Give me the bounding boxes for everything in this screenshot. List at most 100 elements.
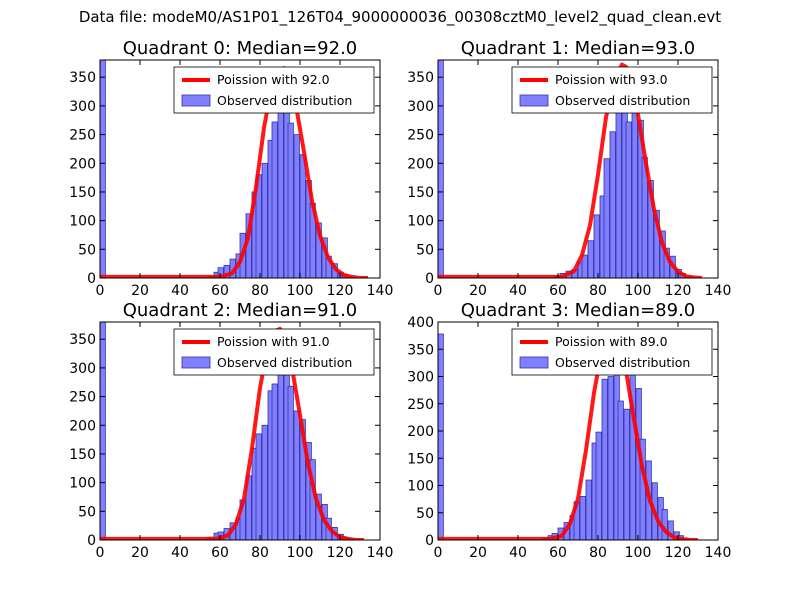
x-tick-label: 20 [131,545,149,561]
y-tick-label: 150 [69,185,96,201]
quadrant-3-legend: Poission with 89.0 Observed distribution [511,328,713,376]
axes-frame [437,59,719,279]
quadrant-2-panel: Quadrant 2: Median=91.0 0 20 40 60 80 100 120 14… [69,300,393,561]
quadrant-0-legend: Poission with 92.0 Observed distribution [173,66,375,114]
y-tick-label: 0 [425,533,434,549]
x-tick-label: 60 [211,545,229,561]
x-tick-label: 140 [705,545,732,561]
y-tick-label: 200 [407,156,434,172]
x-tick-label: 80 [251,283,269,299]
y-tick-label: 50 [78,504,96,520]
histogram-bar [287,385,294,540]
histogram-bar [615,112,622,278]
histogram-bar [653,209,660,278]
x-tick-label: 20 [469,283,487,299]
legend-poisson-label: Poission with 93.0 [555,72,668,87]
x-tick-label: 60 [549,283,567,299]
x-tick-label: 100 [287,283,314,299]
axes-frame [99,321,381,541]
x-tick-label: 0 [96,545,105,561]
histogram-bar [593,214,600,278]
histogram-bar [585,479,592,540]
histogram-bar [438,60,444,278]
legend-bar-swatch [519,356,549,369]
y-tick-label: 50 [416,506,434,522]
y-tick-label: 100 [407,214,434,230]
y-tick-label: 0 [87,533,96,549]
y-tick-label: 100 [407,479,434,495]
y-tick-label: 350 [407,70,434,86]
x-tick-label: 80 [251,545,269,561]
axes-frame [99,59,381,279]
legend-bar-swatch [519,94,549,107]
histogram-bar [601,378,608,540]
x-tick-label: 40 [509,545,527,561]
x-tick-label: 80 [589,545,607,561]
histogram-bar [299,154,306,278]
x-tick-label: 40 [171,283,189,299]
x-tick-label: 60 [211,283,229,299]
legend-hist-label: Observed distribution [217,355,352,370]
histogram-bar [581,254,588,278]
quadrant-0-panel: Quadrant 0: Median=92.0 0 20 40 60 80 100 120 14… [69,38,393,299]
y-tick-label: 300 [69,99,96,115]
y-tick-label: 250 [69,128,96,144]
histogram-bar [438,333,444,540]
histogram-bar [623,408,630,540]
histogram-bar [261,424,268,540]
x-tick-label: 0 [434,283,443,299]
x-tick-label: 120 [327,283,354,299]
legend-poisson-label: Poission with 91.0 [217,334,330,349]
x-tick-label: 120 [665,283,692,299]
legend-poisson-label: Poission with 89.0 [555,334,668,349]
x-tick-label: 140 [367,545,394,561]
y-tick-label: 150 [407,185,434,201]
histogram-bar [277,110,284,278]
quadrant-1-title: Quadrant 1: Median=93.0 [461,38,696,59]
histogram-bar [595,431,602,540]
y-tick-label: 50 [416,242,434,258]
x-tick-label: 140 [705,283,732,299]
y-tick-label: 350 [69,332,96,348]
quadrant-0-title: Quadrant 0: Median=92.0 [123,38,358,59]
quadrant-3-panel: Quadrant 3: Median=89.0 0 20 40 60 80 100 120 14… [407,300,731,561]
histogram-bar [617,400,624,540]
y-tick-label: 0 [87,271,96,287]
legend-bar-swatch [181,94,211,107]
x-tick-label: 20 [131,283,149,299]
y-tick-label: 300 [407,99,434,115]
legend-hist-label: Observed distribution [217,93,352,108]
quadrant-2-title: Quadrant 2: Median=91.0 [123,300,358,321]
legend-poisson-label: Poission with 92.0 [217,72,330,87]
legend-bar-swatch [181,356,211,369]
histogram-bar [277,367,284,540]
y-tick-label: 50 [78,242,96,258]
x-tick-label: 100 [287,545,314,561]
histogram-bar [293,410,300,540]
x-tick-label: 120 [665,545,692,561]
quadrant-1-bars [438,60,692,278]
quadrant-1-panel: Quadrant 1: Median=93.0 0 20 40 60 80 100 120 14… [407,38,731,299]
y-tick-label: 150 [407,451,434,467]
x-tick-label: 40 [509,283,527,299]
y-tick-label: 250 [407,128,434,144]
figure-suptitle: Data file: modeM0/AS1P01_126T04_90000000… [78,8,722,26]
x-tick-label: 20 [469,545,487,561]
y-tick-label: 300 [69,361,96,377]
histogram-bar [100,322,106,540]
histogram-bar [255,433,262,540]
x-tick-label: 140 [367,283,394,299]
x-tick-label: 60 [549,545,567,561]
y-tick-label: 100 [69,476,96,492]
y-tick-label: 100 [69,214,96,230]
histogram-bar [603,158,610,278]
y-tick-label: 150 [69,447,96,463]
histogram-bar [293,134,300,278]
y-tick-label: 350 [407,342,434,358]
histogram-bar [607,376,614,540]
y-tick-label: 200 [407,424,434,440]
histogram-bar [261,162,268,278]
histogram-bar [287,122,294,278]
y-tick-label: 300 [407,370,434,386]
